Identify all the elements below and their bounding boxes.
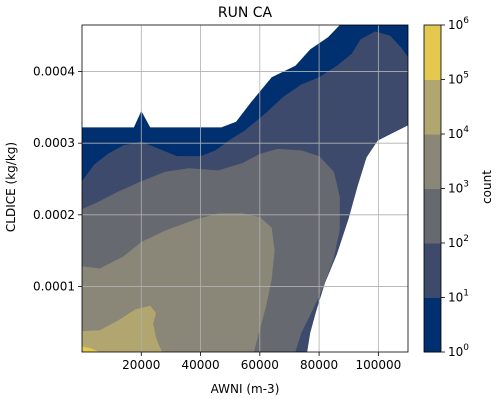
colorbar-segment bbox=[424, 25, 441, 80]
colorbar-tick-label: 101 bbox=[448, 289, 469, 305]
colorbar-tick-label: 100 bbox=[448, 343, 469, 359]
colorbar: 100 101 102 103 104 105 106 bbox=[423, 16, 469, 359]
contour-region-5 bbox=[82, 346, 100, 352]
x-tick-label: 20000 bbox=[122, 358, 160, 372]
x-axis-label: AWNI (m-3) bbox=[211, 382, 280, 396]
x-tick-label: 40000 bbox=[181, 358, 219, 372]
y-tick-label: 0.0001 bbox=[33, 279, 75, 293]
y-axis-label: CLDICE (kg/kg) bbox=[4, 142, 18, 232]
colorbar-tick-label: 103 bbox=[448, 180, 469, 196]
y-tick-label: 0.0003 bbox=[33, 136, 75, 150]
colorbar-label: count bbox=[480, 170, 494, 204]
chart-title: RUN CA bbox=[218, 5, 273, 21]
colorbar-segment bbox=[424, 297, 441, 353]
colorbar-tick-label: 105 bbox=[448, 71, 469, 87]
colorbar-segment bbox=[424, 79, 441, 135]
contour-region-4 bbox=[82, 305, 162, 352]
x-tick-label: 80000 bbox=[300, 358, 338, 372]
colorbar-tick-label: 104 bbox=[448, 125, 469, 141]
plot-frame bbox=[81, 24, 409, 353]
colorbar-tick-label: 102 bbox=[448, 234, 469, 250]
grid-layer bbox=[82, 25, 408, 352]
colorbar-segment bbox=[424, 188, 441, 244]
y-tick-label: 0.0004 bbox=[33, 65, 75, 79]
x-tick-label: 100000 bbox=[355, 358, 401, 372]
contour-fill-layer bbox=[82, 25, 408, 352]
x-tick-label: 60000 bbox=[241, 358, 279, 372]
colorbar-segment bbox=[424, 243, 441, 298]
y-tick-label: 0.0002 bbox=[33, 208, 75, 222]
colorbar-segment bbox=[424, 134, 441, 189]
colorbar-tick-label: 106 bbox=[448, 16, 469, 32]
axes-layer: 20000 40000 60000 80000 100000 0.0001 0.0002 0.… bbox=[33, 24, 409, 372]
